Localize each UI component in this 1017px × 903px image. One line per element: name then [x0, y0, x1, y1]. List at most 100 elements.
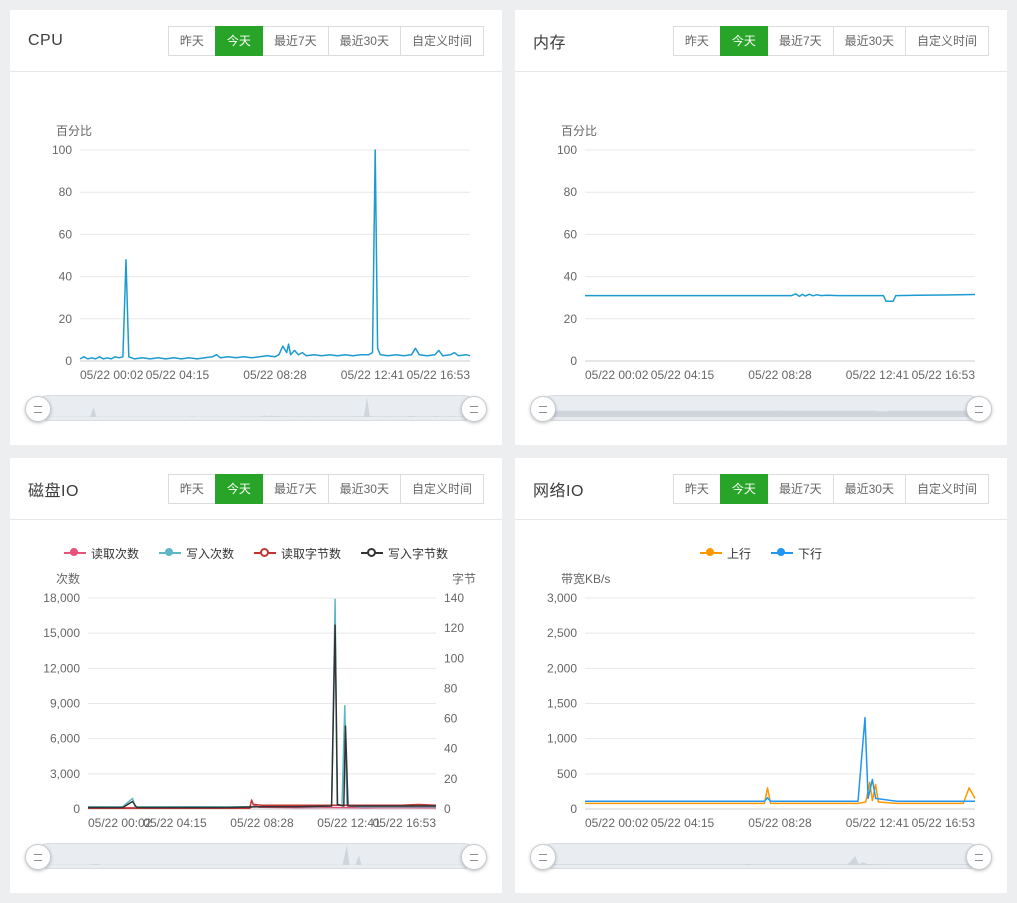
svg-text:05/22 08:28: 05/22 08:28	[243, 368, 307, 382]
line-chart[interactable]: 0 20 40 60 80 100 05/22 00:02 05/22 04:15 05/22 …	[30, 142, 482, 387]
svg-text:05/22 00:02: 05/22 00:02	[585, 816, 649, 830]
svg-text:1,500: 1,500	[547, 697, 577, 711]
legend-item[interactable]: 写入字节数	[361, 545, 448, 562]
legend-marker-icon	[254, 548, 276, 558]
time-button-today[interactable]: 今天	[214, 473, 263, 504]
line-chart[interactable]: 0 3,000 6,000 9,000 12,000 15,000 18,000 0 20 40 6…	[30, 590, 482, 835]
svg-text:05/22 04:15: 05/22 04:15	[651, 368, 715, 382]
handle-grip-icon	[539, 405, 547, 413]
svg-text:20: 20	[564, 312, 578, 326]
svg-text:80: 80	[444, 681, 458, 695]
panel-header: 磁盘IO 昨天 今天 最近7天 最近30天 自定义时间	[10, 458, 502, 520]
svg-text:120: 120	[444, 621, 464, 635]
svg-text:12,000: 12,000	[43, 661, 80, 675]
datazoom-slider[interactable]	[25, 843, 487, 870]
panel-body: 读取次数 写入次数 读取字节数 写入字节数 次数 字节 0 3,000 6,000 9,00…	[10, 520, 502, 870]
svg-text:6,000: 6,000	[50, 732, 80, 746]
panel-network-io: 网络IO 昨天 今天 最近7天 最近30天 自定义时间 上行 下行 带宽KB/s 0 500…	[515, 458, 1007, 893]
time-button-custom-time[interactable]: 自定义时间	[904, 473, 989, 504]
time-button-yesterday[interactable]: 昨天	[167, 25, 216, 56]
time-button-custom-time[interactable]: 自定义时间	[904, 25, 989, 56]
panel-disk-io: 磁盘IO 昨天 今天 最近7天 最近30天 自定义时间 读取次数 写入次数 读取字节数 写入字…	[10, 458, 502, 893]
datazoom-slider[interactable]	[25, 395, 487, 422]
svg-text:15,000: 15,000	[43, 626, 80, 640]
time-button-today[interactable]: 今天	[719, 25, 768, 56]
chart-legend	[30, 88, 482, 122]
svg-text:05/22 08:28: 05/22 08:28	[748, 816, 812, 830]
time-button-last-30-days[interactable]: 最近30天	[327, 473, 401, 504]
time-button-yesterday[interactable]: 昨天	[672, 25, 721, 56]
svg-text:40: 40	[444, 742, 458, 756]
legend-item[interactable]: 读取字节数	[254, 545, 341, 562]
time-button-custom-time[interactable]: 自定义时间	[399, 473, 484, 504]
time-button-custom-time[interactable]: 自定义时间	[399, 25, 484, 56]
left-axis-unit-label: 百分比	[56, 124, 93, 138]
legend-label: 上行	[726, 546, 751, 561]
svg-text:500: 500	[557, 767, 577, 781]
axis-unit-row: 百分比	[535, 122, 987, 142]
chart-legend: 读取次数 写入次数 读取字节数 写入字节数	[30, 536, 482, 570]
panel-cpu: CPU 昨天 今天 最近7天 最近30天 自定义时间 百分比 0 20 40 60 80 100 0…	[10, 10, 502, 445]
svg-text:20: 20	[59, 312, 73, 326]
svg-text:0: 0	[73, 802, 80, 816]
svg-text:05/22 12:41: 05/22 12:41	[846, 368, 910, 382]
time-button-today[interactable]: 今天	[719, 473, 768, 504]
panel-body: 百分比 0 20 40 60 80 100 05/22 00:02 05/22 04:15 05…	[515, 72, 1007, 422]
svg-text:3,000: 3,000	[50, 767, 80, 781]
time-button-last-30-days[interactable]: 最近30天	[832, 25, 906, 56]
line-chart[interactable]: 0 20 40 60 80 100 05/22 00:02 05/22 04:15 05/22 …	[535, 142, 987, 387]
time-button-last-7-days[interactable]: 最近7天	[766, 473, 834, 504]
datazoom-left-handle[interactable]	[530, 844, 556, 870]
svg-text:05/22 12:41: 05/22 12:41	[846, 816, 910, 830]
legend-marker-icon	[361, 548, 384, 558]
time-button-today[interactable]: 今天	[214, 25, 263, 56]
datazoom-slider[interactable]	[530, 843, 992, 870]
time-button-last-7-days[interactable]: 最近7天	[261, 473, 329, 504]
datazoom-left-handle[interactable]	[530, 396, 556, 422]
left-axis-unit-label: 带宽KB/s	[561, 572, 611, 586]
svg-text:0: 0	[570, 354, 577, 368]
datazoom-slider[interactable]	[530, 395, 992, 422]
svg-text:0: 0	[570, 802, 577, 816]
line-chart[interactable]: 0 500 1,000 1,500 2,000 2,500 3,000 05/22 00:02…	[535, 590, 987, 835]
time-button-last-7-days[interactable]: 最近7天	[766, 25, 834, 56]
svg-text:40: 40	[564, 270, 578, 284]
legend-label: 读取字节数	[281, 546, 342, 561]
svg-text:1,000: 1,000	[547, 732, 577, 746]
datazoom-data-shadow	[548, 410, 976, 417]
legend-item[interactable]: 下行	[771, 545, 822, 562]
time-button-yesterday[interactable]: 昨天	[672, 473, 721, 504]
datazoom-left-handle[interactable]	[25, 844, 51, 870]
datazoom-left-handle[interactable]	[25, 396, 51, 422]
legend-label: 读取次数	[90, 546, 139, 561]
legend-label: 写入字节数	[388, 546, 449, 561]
svg-text:2,500: 2,500	[547, 626, 577, 640]
time-button-last-30-days[interactable]: 最近30天	[327, 25, 401, 56]
handle-grip-icon	[975, 405, 983, 413]
svg-text:0: 0	[65, 354, 72, 368]
handle-grip-icon	[34, 853, 42, 861]
handle-grip-icon	[539, 853, 547, 861]
panel-header: 内存 昨天 今天 最近7天 最近30天 自定义时间	[515, 10, 1007, 72]
time-button-last-30-days[interactable]: 最近30天	[832, 473, 906, 504]
time-button-yesterday[interactable]: 昨天	[167, 473, 216, 504]
datazoom-right-handle[interactable]	[461, 396, 487, 422]
datazoom-right-handle[interactable]	[966, 844, 992, 870]
datazoom-right-handle[interactable]	[461, 844, 487, 870]
svg-text:2,000: 2,000	[547, 661, 577, 675]
legend-label: 写入次数	[185, 546, 234, 561]
time-range-button-group: 昨天 今天 最近7天 最近30天 自定义时间	[167, 25, 484, 56]
svg-text:100: 100	[52, 143, 72, 157]
axis-unit-row: 次数 字节	[30, 570, 482, 590]
panel-header: CPU 昨天 今天 最近7天 最近30天 自定义时间	[10, 10, 502, 72]
panel-title: CPU	[28, 31, 64, 49]
legend-item[interactable]: 读取次数	[63, 545, 139, 562]
legend-item[interactable]: 写入次数	[158, 545, 234, 562]
time-button-last-7-days[interactable]: 最近7天	[261, 25, 329, 56]
svg-text:20: 20	[444, 772, 458, 786]
legend-item[interactable]: 上行	[699, 545, 751, 562]
datazoom-right-handle[interactable]	[966, 396, 992, 422]
svg-text:60: 60	[564, 227, 578, 241]
panel-title: 磁盘IO	[28, 482, 79, 500]
svg-text:05/22 04:15: 05/22 04:15	[146, 368, 210, 382]
